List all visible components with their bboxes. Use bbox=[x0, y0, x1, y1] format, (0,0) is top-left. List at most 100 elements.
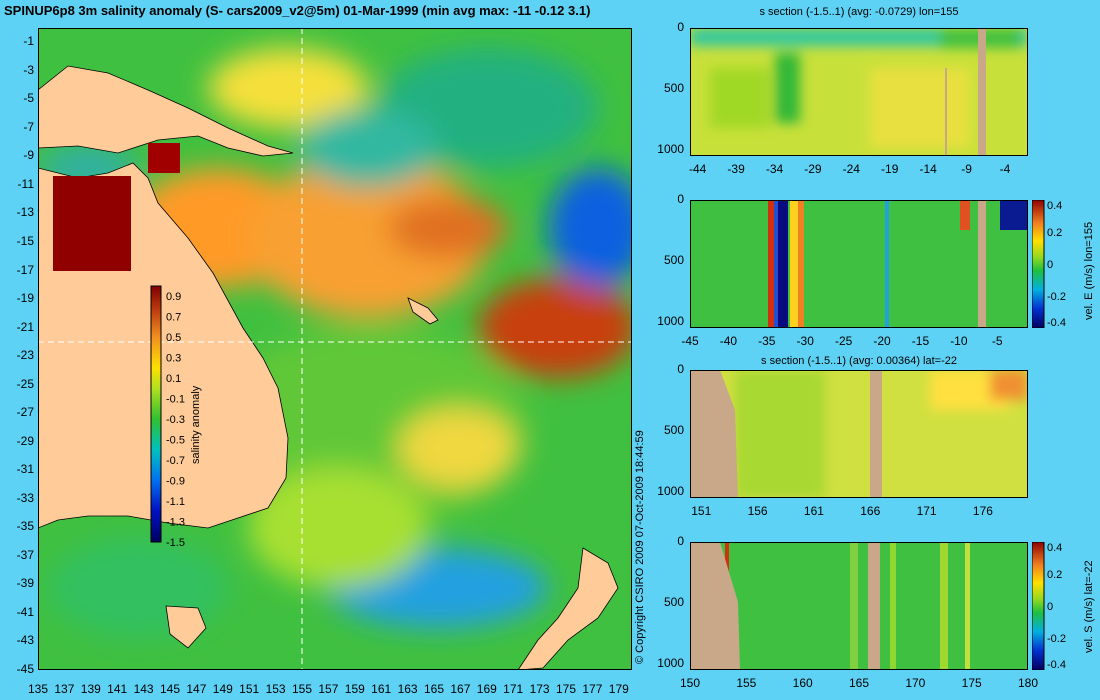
panel-x-tick: -14 bbox=[919, 162, 937, 176]
map-y-tick: -41 bbox=[16, 604, 34, 619]
panel-y-tick: 1000 bbox=[657, 141, 684, 156]
map-x-tick: 143 bbox=[133, 682, 154, 696]
panel-x-tick: 160 bbox=[792, 676, 813, 690]
panel-y-tick: 500 bbox=[663, 252, 684, 267]
tasmania bbox=[165, 605, 207, 649]
salinity-colorbar-tick: -0.3 bbox=[166, 414, 185, 426]
map-y-tick: -3 bbox=[23, 62, 34, 77]
map-y-tick: -5 bbox=[23, 91, 34, 106]
new-guinea bbox=[38, 65, 294, 157]
velocity-colorbar-tick: 0.4 bbox=[1047, 542, 1062, 554]
map-x-tick: 145 bbox=[159, 682, 181, 696]
panel-x-tick: 170 bbox=[905, 676, 926, 690]
velocity-colorbar-tick: 0 bbox=[1047, 259, 1053, 271]
panel-x-tick: 161 bbox=[803, 504, 824, 518]
panel3-land bbox=[690, 370, 738, 498]
panel-x-tick: 150 bbox=[679, 676, 701, 690]
panel-y-tick: 0 bbox=[677, 362, 684, 376]
panel3-section bbox=[690, 370, 1028, 498]
map-y-tick: -23 bbox=[16, 348, 34, 363]
panel1-title: s section (-1.5..1) (avg: -0.0729) lon=1… bbox=[759, 6, 959, 18]
panel-x-tick: -4 bbox=[999, 162, 1011, 176]
map-y-tick: -25 bbox=[16, 376, 34, 391]
map-y-tick: -45 bbox=[16, 662, 34, 676]
map-y-tick: -35 bbox=[16, 519, 34, 534]
velocity-colorbar-tick: -0.4 bbox=[1047, 317, 1066, 328]
panel-x-tick: -39 bbox=[727, 162, 745, 176]
map-y-tick: -37 bbox=[16, 547, 34, 562]
map-x-tick: 141 bbox=[107, 682, 128, 696]
salinity-colorbar-tick: 0.3 bbox=[166, 353, 181, 365]
panel-x-tick: -10 bbox=[950, 334, 968, 348]
velocity-colorbar-tick: 0.4 bbox=[1047, 200, 1062, 212]
panel-x-tick: -19 bbox=[881, 162, 899, 176]
panel-x-tick: -15 bbox=[911, 334, 930, 348]
map-y-tick: -21 bbox=[16, 319, 34, 334]
velocity-colorbar-tick: 0.2 bbox=[1047, 227, 1062, 239]
map-y-tick: -43 bbox=[16, 633, 34, 648]
salinity-colorbar-tick: -0.1 bbox=[166, 394, 185, 406]
map-y-tick: -19 bbox=[16, 291, 34, 306]
map-y-tick: -11 bbox=[17, 176, 34, 191]
velocity-colorbar-tick: 0.2 bbox=[1047, 569, 1062, 581]
panel-y-tick: 0 bbox=[677, 192, 684, 206]
panel-y-tick: 0 bbox=[677, 20, 684, 34]
copyright-note: © Copyright CSIRO 2009 07-Oct-2009 18:44… bbox=[634, 430, 646, 664]
panel1-section bbox=[690, 28, 1028, 156]
salinity-colorbar-tick: -1.1 bbox=[166, 496, 185, 508]
map-x-tick: 157 bbox=[318, 682, 339, 696]
map-x-tick: 177 bbox=[582, 682, 603, 696]
panel1-land bbox=[978, 28, 986, 156]
panel-x-tick: 175 bbox=[961, 676, 982, 690]
salinity-colorbar-tick: -0.7 bbox=[166, 455, 185, 467]
map-x-tick: 137 bbox=[54, 682, 75, 696]
panel-x-tick: 156 bbox=[747, 504, 768, 518]
panel-x-tick: 180 bbox=[1017, 676, 1039, 690]
map-y-tick: -29 bbox=[16, 433, 34, 448]
panel-x-tick: -29 bbox=[804, 162, 822, 176]
salinity-colorbar-tick: -0.5 bbox=[166, 435, 185, 447]
salinity-colorbar-ticks: 0.9 0.7 0.5 0.3 0.1 -0.1 -0.3 -0.5 -0.7 -0.9 -1.1 -… bbox=[166, 291, 185, 549]
map-x-tick: 155 bbox=[291, 682, 313, 696]
gulf-papua-anomaly bbox=[148, 143, 180, 173]
map-x-tick: 135 bbox=[27, 682, 49, 696]
panel-x-tick: -35 bbox=[758, 334, 776, 348]
map-y-tick: -15 bbox=[16, 234, 34, 248]
panel-x-tick: -9 bbox=[961, 162, 972, 176]
panel-y-tick: 1000 bbox=[657, 313, 684, 328]
map-y-tick: -9 bbox=[23, 148, 34, 163]
panel-x-tick: 166 bbox=[860, 504, 881, 518]
panel-y-tick: 0 bbox=[677, 534, 684, 548]
panel4-section bbox=[690, 542, 1028, 670]
map-x-tick: 163 bbox=[397, 682, 418, 696]
velocity-colorbar-tick: -0.2 bbox=[1047, 633, 1066, 645]
gulf-high-anomaly bbox=[53, 176, 131, 271]
map-x-tick: 153 bbox=[265, 682, 286, 696]
map-x-tick: 175 bbox=[555, 682, 577, 696]
map-x-tick: 147 bbox=[186, 682, 207, 696]
new-caledonia bbox=[407, 297, 439, 325]
map-y-tick: -7 bbox=[23, 119, 34, 134]
salinity-colorbar-tick: 0.9 bbox=[166, 291, 181, 303]
panel2-section bbox=[690, 200, 1028, 328]
panel-x-tick: -45 bbox=[681, 334, 699, 348]
panel-y-tick: 500 bbox=[663, 594, 684, 609]
salinity-colorbar-tick: -0.9 bbox=[166, 476, 185, 488]
panel-x-tick: 171 bbox=[916, 504, 937, 518]
panel4-colorbar-label: vel. S (m/s) lat=-22 bbox=[1083, 560, 1095, 653]
map-x-tick: 139 bbox=[80, 682, 101, 696]
panel2-colorbar: 0.4 0.2 0 -0.2 -0.4 bbox=[1032, 200, 1066, 328]
map-x-tick: 179 bbox=[608, 682, 629, 696]
map-x-tick: 161 bbox=[371, 682, 392, 696]
panel2-land bbox=[978, 200, 986, 328]
panel-x-tick: 165 bbox=[848, 676, 870, 690]
velocity-colorbar-tick: 0 bbox=[1047, 601, 1053, 613]
panel-x-tick: -44 bbox=[689, 162, 707, 176]
map-x-tick: 173 bbox=[529, 682, 550, 696]
map-y-tick: -33 bbox=[16, 490, 34, 505]
panel4-colorbar: 0.4 0.2 0 -0.2 -0.4 bbox=[1032, 542, 1066, 670]
panel-y-tick: 1000 bbox=[657, 483, 684, 498]
new-zealand bbox=[517, 547, 619, 670]
map-x-tick: 165 bbox=[423, 682, 445, 696]
map-x-tick: 167 bbox=[450, 682, 471, 696]
